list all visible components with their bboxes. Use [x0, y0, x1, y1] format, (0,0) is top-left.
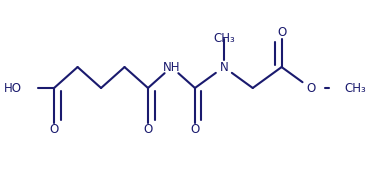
Text: O: O — [143, 123, 153, 136]
Text: O: O — [49, 123, 59, 136]
Text: NH: NH — [163, 61, 180, 74]
Text: HO: HO — [4, 81, 22, 95]
Text: N: N — [219, 61, 228, 74]
Text: CH₃: CH₃ — [345, 81, 366, 95]
Text: O: O — [277, 26, 286, 39]
Text: CH₃: CH₃ — [213, 32, 235, 45]
Text: O: O — [306, 81, 315, 95]
Text: O: O — [190, 123, 199, 136]
